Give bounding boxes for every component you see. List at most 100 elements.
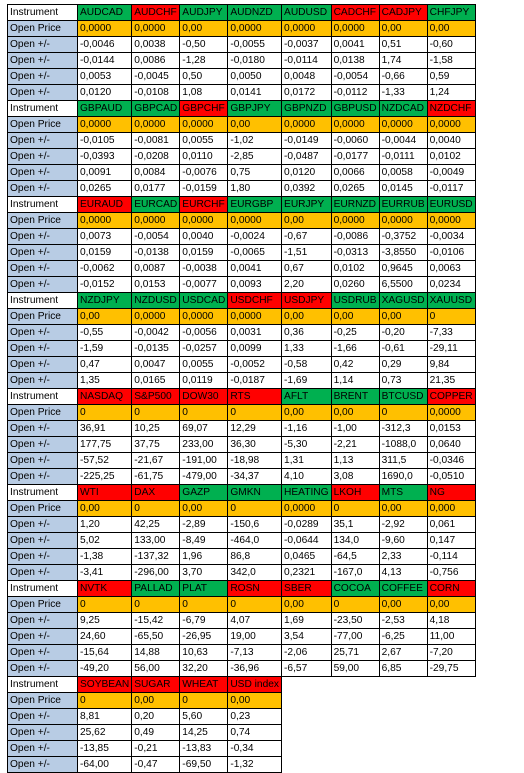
open-price-row: Open Price 0,0000 0,0000 0,0000 0,00 0,0000 0,… bbox=[7, 116, 476, 133]
open-change-cell: -77,00 bbox=[330, 628, 380, 645]
open-price-cell: 0 bbox=[227, 596, 283, 613]
instrument-name-cell: EURAUD bbox=[76, 196, 133, 213]
open-change-cell: -26,95 bbox=[179, 628, 229, 645]
open-change-cell: -1,51 bbox=[281, 244, 332, 261]
open-price-cell: 0 bbox=[426, 308, 476, 325]
open-change-cell: 1,14 bbox=[330, 372, 380, 389]
open-change-cell: 311,5 bbox=[378, 452, 428, 469]
open-price-cell: 0,0000 bbox=[281, 20, 332, 37]
open-price-cell: 0,0000 bbox=[426, 116, 476, 133]
open-change-cell: -0,0112 bbox=[330, 84, 380, 101]
open-price-cell: 0,00 bbox=[281, 404, 332, 421]
open-price-cell: 0,00 bbox=[179, 20, 229, 37]
open-change-cell: -312,3 bbox=[378, 420, 428, 437]
open-change-cell: -23,50 bbox=[330, 612, 380, 629]
open-change-cell: -29,11 bbox=[426, 340, 476, 357]
instrument-name-cell: LKOH bbox=[330, 484, 380, 501]
open-change-cell: -0,0117 bbox=[426, 180, 476, 197]
open-change-cell: -0,34 bbox=[227, 740, 283, 757]
open-price-row: Open Price 0,00 0 0,00 0 0,0000 0 0,00 0,000 bbox=[7, 500, 476, 517]
open-change-cell: 25,62 bbox=[76, 724, 133, 741]
open-change-cell: 0,0153 bbox=[131, 276, 181, 293]
open-price-cell: 0 bbox=[330, 500, 380, 517]
instrument-name-cell: GMKN bbox=[227, 484, 283, 501]
open-change-row-label: Open +/- bbox=[7, 356, 78, 373]
empty-cell bbox=[427, 693, 475, 709]
open-price-cell: 0,0000 bbox=[426, 404, 476, 421]
open-change-row: Open +/- -0,0105 -0,0081 0,0055 -1,02 -0,0149… bbox=[7, 132, 476, 149]
empty-cell bbox=[331, 693, 379, 709]
open-price-row: Open Price 0 0 0 0 0,00 0 0,00 0,00 bbox=[7, 596, 476, 613]
open-change-cell: -0,0105 bbox=[76, 132, 133, 149]
open-change-row-label: Open +/- bbox=[7, 660, 78, 677]
instrument-name-cell: HEATING bbox=[281, 484, 332, 501]
empty-cell bbox=[379, 741, 427, 757]
open-price-cell: 0,0000 bbox=[76, 20, 133, 37]
open-change-row: Open +/- -57,52 -21,67 -191,00 -18,98 1,31 1,1… bbox=[7, 452, 476, 469]
open-change-cell: 0,29 bbox=[378, 356, 428, 373]
open-change-cell: 0,0145 bbox=[378, 180, 428, 197]
open-price-cell: 0,00 bbox=[378, 308, 428, 325]
open-price-cell: 0,00 bbox=[330, 308, 380, 325]
instrument-name-cell: NZDJPY bbox=[76, 292, 133, 309]
open-change-cell: 0,0031 bbox=[227, 324, 283, 341]
open-change-cell: 0,23 bbox=[227, 708, 283, 725]
open-price-cell: 0 bbox=[76, 692, 133, 709]
instrument-name-cell: SOYBEAN bbox=[76, 676, 133, 693]
open-change-cell: 6,5500 bbox=[378, 276, 428, 293]
open-change-cell: -36,96 bbox=[227, 660, 283, 677]
instrument-name-cell: GBPUSD bbox=[330, 100, 380, 117]
open-change-cell: 1690,0 bbox=[378, 468, 428, 485]
open-change-cell: 0,0159 bbox=[179, 244, 229, 261]
open-price-cell: 0 bbox=[131, 596, 181, 613]
open-change-cell: -1,38 bbox=[76, 548, 133, 565]
open-change-cell: -0,0106 bbox=[426, 244, 476, 261]
open-change-cell: 0,0047 bbox=[131, 356, 181, 373]
open-change-cell: 0,0058 bbox=[378, 164, 428, 181]
open-change-cell: 69,07 bbox=[179, 420, 229, 437]
open-change-row: Open +/- 0,0120 -0,0108 1,08 0,0141 0,0172 -0,… bbox=[7, 84, 476, 101]
open-change-cell: -69,50 bbox=[179, 756, 229, 773]
instrument-name-cell: GBPNZD bbox=[281, 100, 332, 117]
open-change-cell: 0,0041 bbox=[330, 36, 380, 53]
open-change-row: Open +/- -49,20 56,00 32,20 -36,96 -6,57 59,00… bbox=[7, 660, 476, 677]
open-change-cell: 2,67 bbox=[378, 644, 428, 661]
open-change-cell: -1,32 bbox=[227, 756, 283, 773]
open-change-row-label: Open +/- bbox=[7, 724, 78, 741]
open-change-row-label: Open +/- bbox=[7, 756, 78, 773]
open-price-cell: 0 bbox=[76, 596, 133, 613]
instrument-row-label: Instrument bbox=[7, 100, 78, 117]
open-change-cell: 25,71 bbox=[330, 644, 380, 661]
open-change-cell: -0,0144 bbox=[76, 52, 133, 69]
open-change-cell: -0,0052 bbox=[227, 356, 283, 373]
open-change-cell: -0,0644 bbox=[281, 532, 332, 549]
open-price-cell: 0,00 bbox=[281, 212, 332, 229]
open-change-cell: 0,0073 bbox=[76, 228, 133, 245]
open-change-cell: -6,57 bbox=[281, 660, 332, 677]
open-change-row: Open +/- 36,91 10,25 69,07 12,29 -1,16 -1,00 -3… bbox=[7, 420, 476, 437]
open-change-row: Open +/- 8,81 0,20 5,60 0,23 bbox=[7, 708, 476, 725]
instrument-row-label: Instrument bbox=[7, 484, 78, 501]
open-change-cell: -0,60 bbox=[426, 36, 476, 53]
open-price-row-label: Open Price bbox=[7, 692, 78, 709]
open-change-cell: -0,0034 bbox=[426, 228, 476, 245]
open-change-cell: 32,20 bbox=[179, 660, 229, 677]
open-change-cell: -13,83 bbox=[179, 740, 229, 757]
open-change-cell: 342,0 bbox=[227, 564, 283, 581]
open-price-row: Open Price 0,00 0,0000 0,0000 0,0000 0,00 0,00… bbox=[7, 308, 476, 325]
open-price-cell: 0,00 bbox=[378, 20, 428, 37]
open-change-cell: 0,0063 bbox=[426, 260, 476, 277]
open-change-cell: -0,0177 bbox=[330, 148, 380, 165]
open-change-cell: 14,88 bbox=[131, 644, 181, 661]
open-change-cell: -3,41 bbox=[76, 564, 133, 581]
open-change-row: Open +/- -0,0393 -0,0208 0,0110 -2,85 -0,0487… bbox=[7, 148, 476, 165]
open-change-cell: 0,0055 bbox=[179, 132, 229, 149]
open-change-cell: -0,0038 bbox=[179, 260, 229, 277]
instrument-name-cell: XAGUSD bbox=[378, 292, 428, 309]
open-change-cell: 86,8 bbox=[227, 548, 283, 565]
empty-cell bbox=[331, 677, 379, 693]
open-change-cell: 0,0087 bbox=[131, 260, 181, 277]
instrument-row-label: Instrument bbox=[7, 4, 78, 21]
instrument-header-row: Instrument AUDCAD AUDCHF AUDJPY AUDNZD AUDUSD… bbox=[7, 4, 476, 21]
open-change-cell: -0,0159 bbox=[179, 180, 229, 197]
